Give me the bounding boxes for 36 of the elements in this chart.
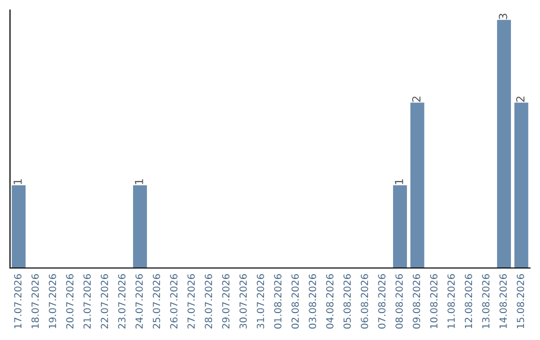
- x-tick-label: 22.07.2026: [100, 274, 108, 329]
- x-tick-label: 23.07.2026: [118, 274, 126, 329]
- x-tick-label: 31.07.2026: [256, 274, 264, 328]
- x-tick-label: 27.07.2026: [187, 274, 195, 329]
- x-tick-label: 02.08.2026: [291, 274, 299, 329]
- data-label: 1: [394, 179, 404, 184]
- x-tick-label: 03.08.2026: [308, 274, 316, 329]
- x-tick-label: 20.07.2026: [66, 274, 74, 329]
- x-tick-label: 01.08.2026: [274, 274, 282, 329]
- data-label: 2: [412, 96, 420, 102]
- x-tick-label: 21.07.2026: [83, 274, 91, 329]
- x-tick-label: 11.08.2026: [447, 274, 455, 328]
- data-label: 3: [498, 14, 508, 20]
- data-label: 2: [516, 96, 524, 102]
- x-tick-label: 24.07.2026: [135, 274, 143, 329]
- x-tick-label: 04.08.2026: [326, 274, 334, 329]
- x-tick-label: 17.07.2026: [14, 274, 22, 328]
- x-tick-label: 18.07.2026: [31, 274, 39, 328]
- data-label: 1: [14, 179, 22, 184]
- x-tick-label: 28.07.2026: [204, 274, 212, 329]
- x-tick-label: 10.08.2026: [430, 274, 438, 328]
- x-tick-label: 29.07.2026: [222, 274, 230, 329]
- x-tick-label: 13.08.2026: [482, 274, 490, 328]
- data-label: 1: [134, 179, 144, 184]
- x-tick-label: 14.08.2026: [499, 274, 507, 328]
- x-tick-label: 08.08.2026: [395, 274, 403, 329]
- x-tick-label: 05.08.2026: [343, 274, 351, 329]
- x-tick-label: 30.07.2026: [239, 274, 247, 328]
- x-tick-label: 26.07.2026: [170, 274, 178, 329]
- x-tick-label: 09.08.2026: [412, 274, 420, 329]
- x-tick-label: 15.08.2026: [516, 274, 524, 328]
- x-tick-label: 19.07.2026: [48, 274, 56, 328]
- x-tick-label: 25.07.2026: [152, 274, 160, 329]
- x-tick-label: 12.08.2026: [464, 274, 472, 328]
- x-tick-label: 07.08.2026: [378, 274, 386, 329]
- x-tick-label: 06.08.2026: [360, 274, 368, 329]
